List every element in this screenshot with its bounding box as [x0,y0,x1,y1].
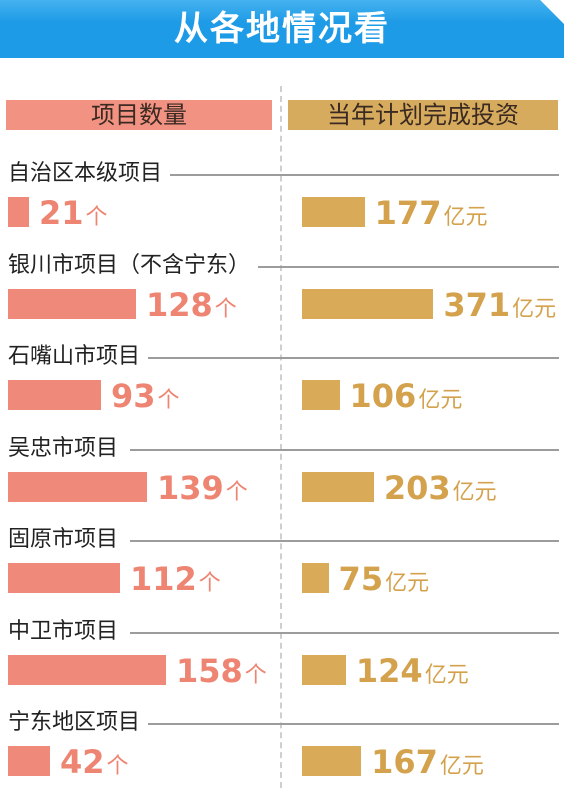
investment-value-label: 167亿元 [371,742,484,782]
investment-bar [302,380,340,410]
row-separator-line [150,265,559,268]
region-label: 中卫市项目 [8,617,127,646]
investment-unit: 亿元 [452,479,497,505]
count-number: 112 [130,560,197,598]
count-bar [8,746,50,776]
count-column-header: 项目数量 [6,100,272,130]
investment-value-label: 177亿元 [375,193,488,233]
investment-value-label: 124亿元 [356,651,469,691]
investment-bar [302,746,362,776]
count-number: 128 [146,285,213,324]
row-separator-line [130,174,559,176]
investment-number: 75 [338,560,384,598]
count-value-label: 158个 [176,651,267,691]
count-value-label: 112个 [130,559,221,599]
investment-number: 203 [383,468,451,507]
count-bar [8,654,166,685]
row-separator-line [130,723,559,725]
count-value-label: 139个 [157,468,248,508]
investment-unit: 亿元 [439,754,484,779]
investment-number: 371 [443,285,511,324]
investment-bar [302,563,329,593]
investment-bar [302,288,434,319]
count-value-label: 21个 [39,193,108,233]
investment-bar [302,654,346,685]
investment-column-header: 当年计划完成投资 [288,100,558,130]
investment-number: 124 [355,651,423,690]
count-bar [8,380,101,410]
count-number: 158 [176,651,243,690]
region-label: 自治区本级项目 [8,160,171,188]
row-separator-line [130,448,559,451]
count-unit: 个 [198,571,221,596]
count-unit: 个 [244,662,267,688]
investment-bar [302,471,374,502]
investment-bar [302,197,365,227]
count-value-label: 93个 [111,376,180,416]
investment-value-label: 371亿元 [443,285,556,325]
column-divider [280,86,282,788]
count-unit: 个 [85,205,108,230]
count-number: 93 [111,377,156,415]
count-value-label: 128个 [146,285,237,325]
count-number: 42 [60,743,105,781]
count-unit: 个 [214,296,237,322]
title-banner [0,0,564,58]
row-separator-line [130,631,559,634]
investment-number: 167 [371,743,438,781]
count-bar [8,563,120,593]
investment-unit: 亿元 [385,571,430,596]
investment-unit: 亿元 [512,296,557,322]
investment-unit: 亿元 [443,205,488,230]
region-label: 石嘴山市项目 [8,343,149,371]
region-label: 吴忠市项目 [8,434,127,463]
count-bar [8,197,29,227]
region-label: 宁东地区项目 [8,709,149,737]
count-number: 21 [39,194,84,232]
investment-number: 106 [349,377,417,415]
investment-value-label: 106亿元 [350,376,463,416]
row-separator-line [130,357,559,359]
count-unit: 个 [225,479,248,505]
region-label: 银川市项目（不含宁东） [8,251,259,280]
investment-unit: 亿元 [418,388,463,413]
investment-unit: 亿元 [424,662,469,688]
count-unit: 个 [106,754,129,779]
count-value-label: 42个 [60,742,129,782]
count-unit: 个 [157,388,180,413]
row-separator-line [130,540,559,542]
investment-value-label: 75亿元 [339,559,430,599]
chart-title: 从各地情况看 [174,9,390,49]
count-bar [8,471,147,502]
investment-value-label: 203亿元 [384,468,497,508]
region-label: 固原市项目 [8,526,127,554]
investment-number: 177 [374,194,442,232]
count-number: 139 [157,468,224,507]
count-bar [8,288,136,319]
